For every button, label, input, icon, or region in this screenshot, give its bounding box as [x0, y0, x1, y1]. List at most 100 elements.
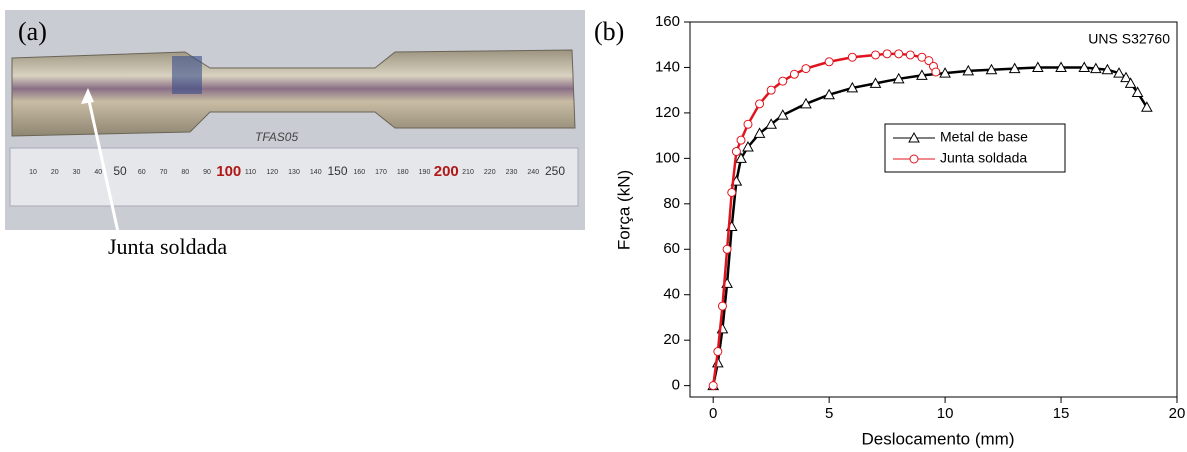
ruler-label: 110: [245, 169, 256, 176]
ruler-label: 100: [216, 163, 241, 180]
marker: [753, 127, 766, 138]
y-tick-label: 100: [655, 149, 680, 166]
ruler-label: 10: [29, 169, 37, 176]
marker: [962, 64, 975, 76]
legend-marker: [909, 154, 919, 164]
marker: [1008, 62, 1021, 74]
ruler: [9, 147, 579, 207]
x-tick-label: 10: [937, 405, 954, 422]
marker: [892, 72, 905, 84]
series-line: [711, 52, 937, 386]
arrow-head: [81, 88, 94, 104]
ruler-label: 200: [434, 163, 459, 180]
x-tick-label: 0: [709, 405, 717, 422]
ruler-label: 120: [266, 169, 278, 176]
ruler-label: 240: [527, 169, 539, 176]
marker: [916, 69, 928, 80]
marker: [800, 97, 812, 109]
legend-label: Junta soldada: [940, 150, 1027, 166]
arrow: [86, 95, 120, 233]
y-tick-label: 0: [672, 377, 680, 394]
ruler-label: 30: [73, 169, 81, 176]
marker: [1055, 61, 1067, 72]
y-tick-label: 60: [663, 240, 680, 257]
marker: [731, 147, 741, 157]
marker: [1089, 62, 1102, 74]
y-tick-label: 160: [655, 13, 680, 30]
ruler-label: 140: [310, 169, 322, 176]
annotation: UNS S32760: [1088, 31, 1170, 47]
ruler-label: 190: [419, 169, 431, 176]
series-line: [711, 66, 1148, 386]
marker: [736, 135, 746, 145]
marker: [776, 109, 789, 120]
marker: [894, 49, 904, 59]
marker: [823, 88, 835, 100]
x-tick-label: 15: [1053, 405, 1070, 422]
ruler-label: 90: [203, 169, 211, 176]
marker: [1131, 86, 1144, 97]
marker: [985, 63, 998, 75]
marker: [717, 301, 727, 311]
ruler-label: 170: [375, 169, 387, 176]
y-tick-label: 40: [663, 286, 680, 303]
x-tick-label: 5: [825, 405, 833, 422]
photo: TFAS05 10 20 30 40 50 60 70 80 90 100 110 120 130 140…: [5, 10, 585, 259]
y-tick-label: 20: [663, 331, 680, 348]
marker: [846, 81, 859, 93]
specimen: [11, 49, 576, 137]
marker: [743, 119, 753, 129]
ruler-label: 40: [94, 169, 102, 176]
plot-frame: [689, 21, 1178, 398]
marker: [1124, 77, 1137, 88]
ruler-label: 250: [545, 164, 565, 178]
marker: [917, 52, 927, 62]
ruler-label: 230: [506, 169, 518, 176]
marker: [713, 347, 723, 357]
marker: [871, 50, 881, 60]
ruler-label: 70: [160, 169, 168, 176]
marker: [905, 50, 915, 60]
marker: [1120, 71, 1132, 83]
marker: [847, 52, 857, 62]
marker: [924, 56, 934, 66]
ruler-label: 210: [462, 169, 474, 176]
marker: [766, 85, 776, 95]
ruler-label: 220: [484, 169, 496, 176]
specimen-marking: TFAS05: [255, 130, 298, 144]
legend-label: Metal de base: [940, 129, 1028, 145]
marker: [727, 187, 737, 197]
legend-box: [884, 123, 1066, 173]
panel-label: (a): [18, 17, 47, 46]
x-axis-title: Deslocamento (mm): [861, 429, 1014, 448]
marker: [789, 69, 799, 79]
marker: [882, 49, 892, 59]
marker: [824, 57, 834, 67]
legend-marker: [908, 131, 920, 143]
marker: [869, 77, 882, 88]
marker: [1141, 101, 1153, 112]
marker: [765, 118, 778, 129]
marker: [1078, 61, 1091, 72]
marker: [755, 99, 765, 109]
x-tick-label: 20: [1169, 405, 1186, 422]
ruler-label: 60: [138, 169, 146, 176]
panel-label: (b): [594, 17, 624, 46]
marker: [742, 140, 754, 152]
ruler-label: 80: [181, 169, 189, 176]
marker: [708, 381, 718, 391]
marker: [722, 244, 732, 254]
annotation: Junta soldada: [108, 234, 227, 259]
marker: [735, 152, 747, 163]
ruler-label: 160: [353, 169, 365, 176]
marker: [778, 76, 788, 86]
marker: [939, 67, 951, 78]
weld-mark: [172, 56, 202, 94]
marker: [801, 64, 811, 74]
ruler-label: 50: [113, 164, 127, 178]
marker: [1113, 67, 1125, 78]
y-tick-label: 120: [655, 104, 680, 121]
ruler-label: 130: [288, 169, 300, 176]
y-tick-label: 140: [655, 58, 680, 75]
